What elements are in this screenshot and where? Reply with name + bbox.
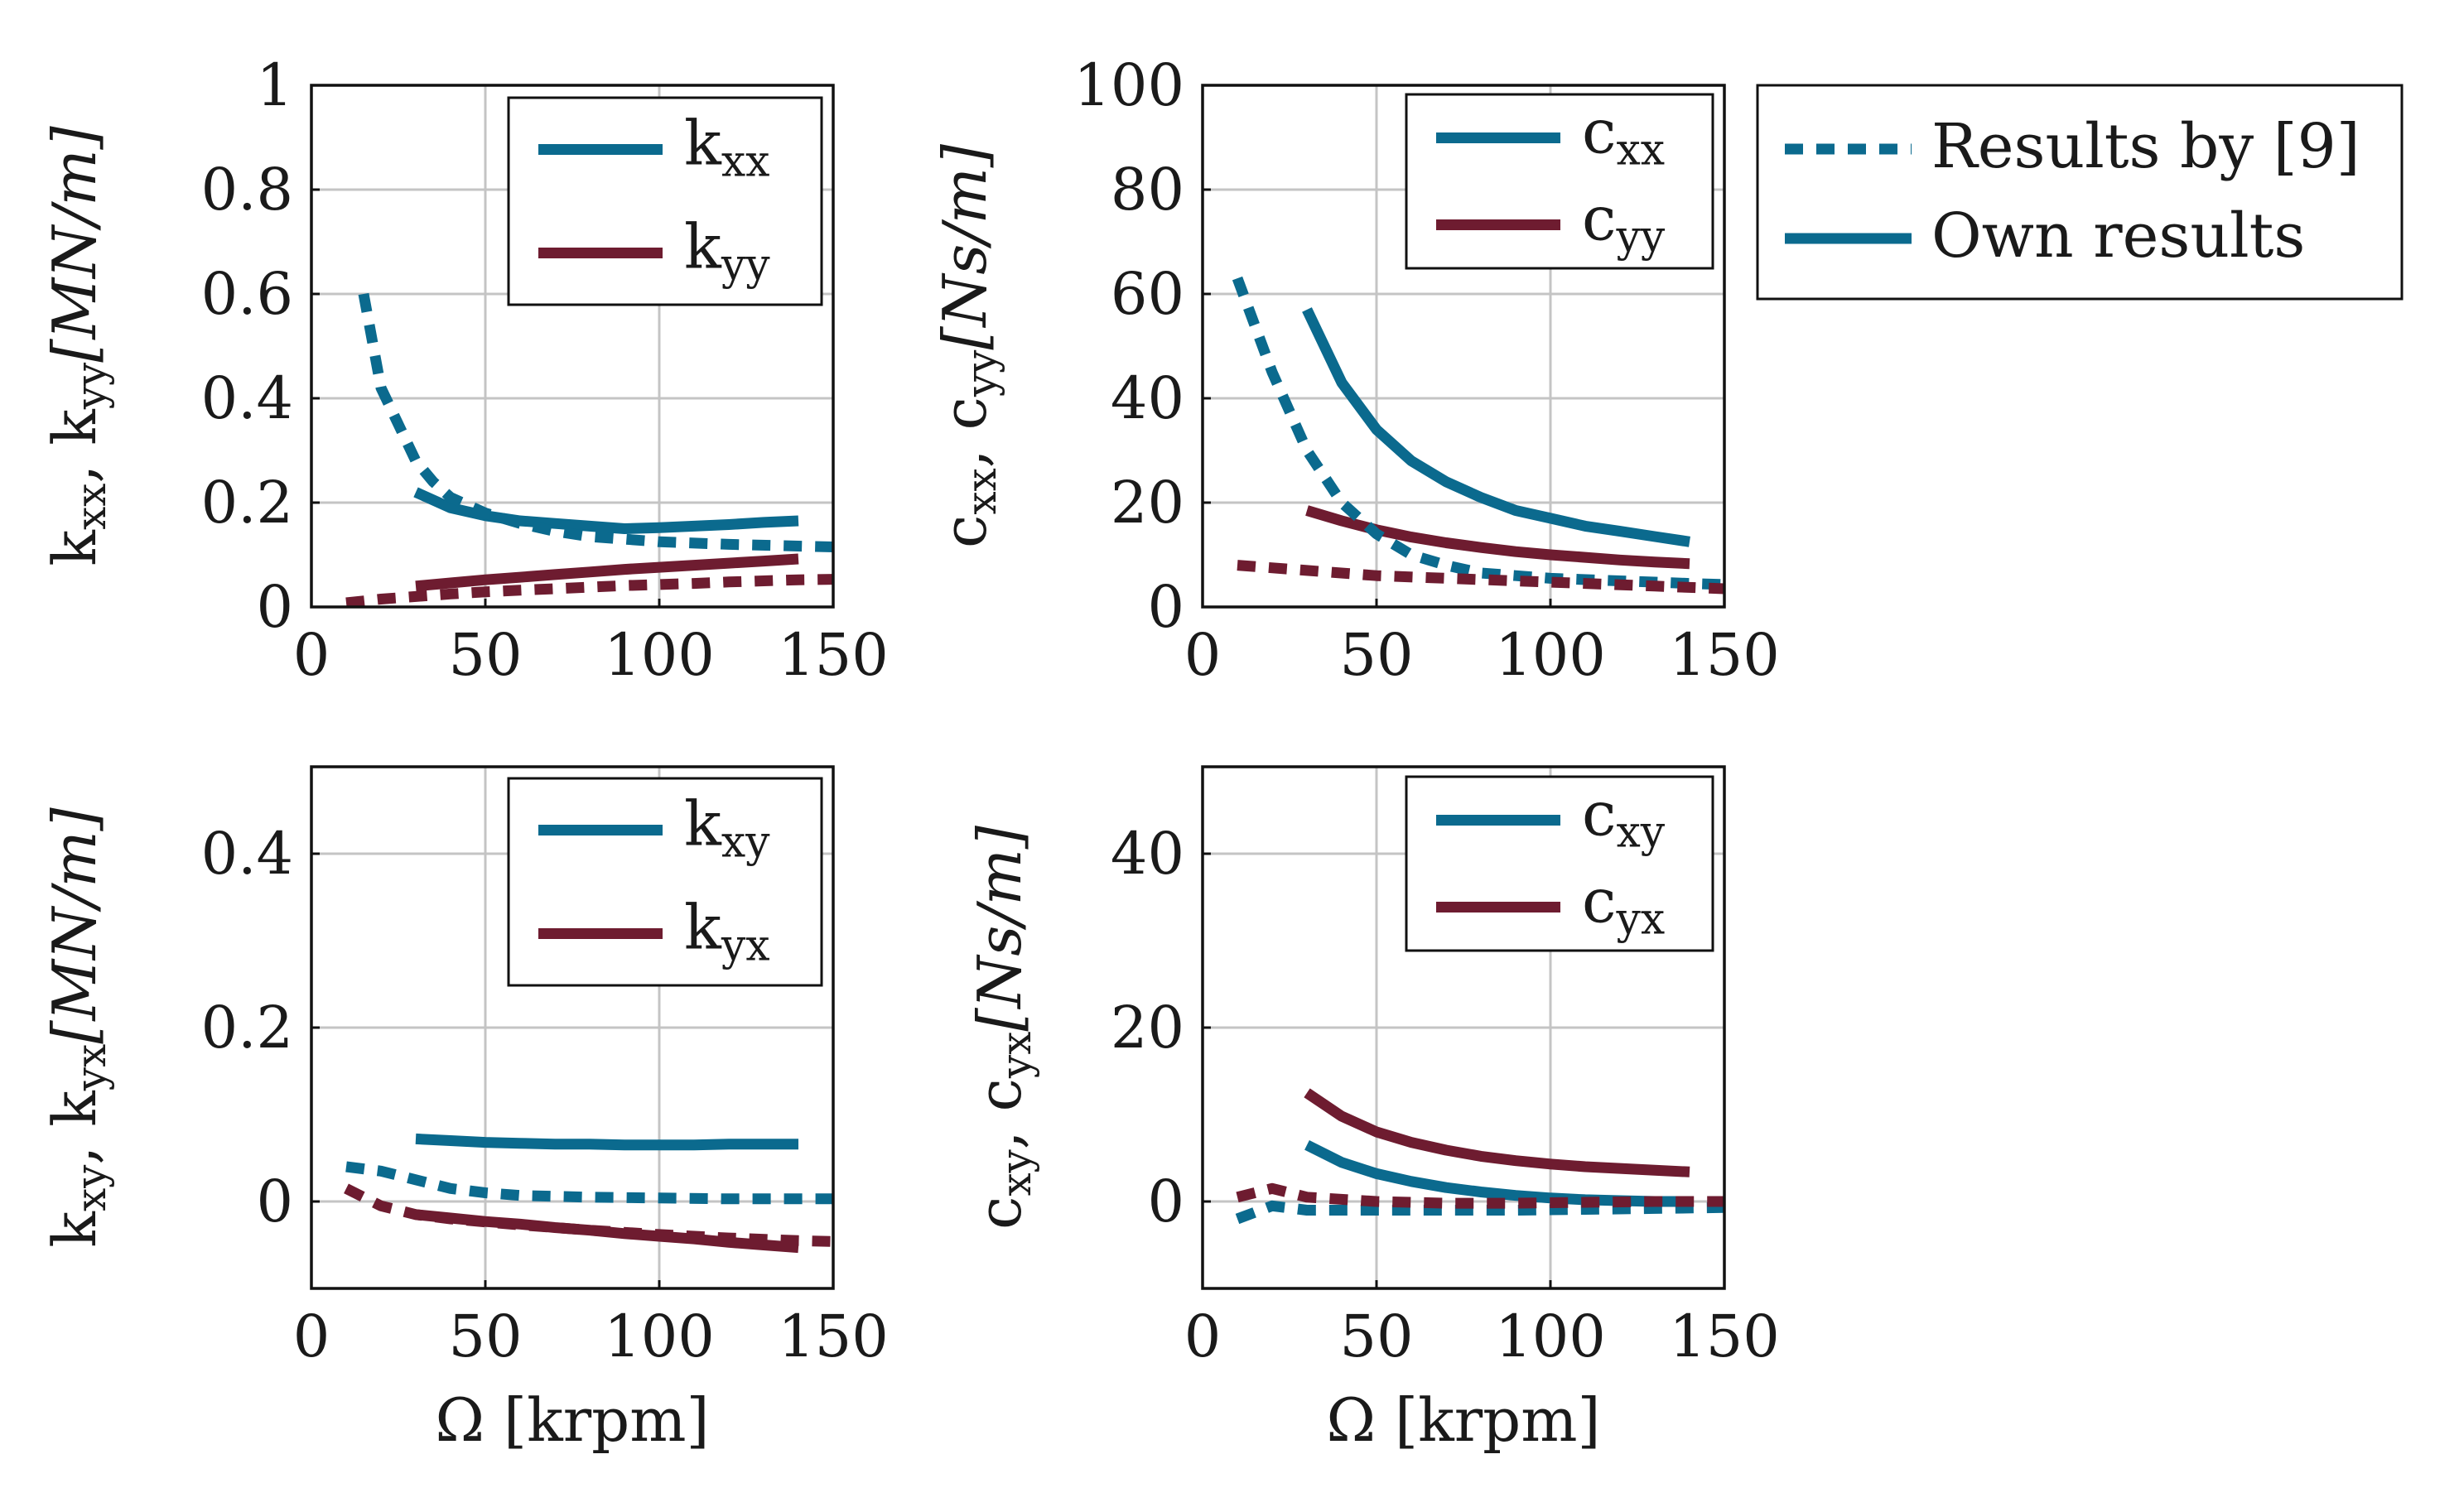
global-legend-box (1756, 84, 2404, 301)
y-tick-label: 20 (1111, 994, 1184, 1062)
legend-label-cyy: cyy (1582, 184, 1666, 262)
series-line-c-xy-results-by-9- (1235, 1200, 1724, 1225)
axes-frame (1201, 84, 1726, 609)
legend-label-kyx: kyx (684, 893, 770, 971)
x-tick-label: 150 (1669, 621, 1780, 689)
panel-legend: kxx kyy (507, 96, 823, 306)
series-group (1235, 1088, 1724, 1225)
x-tick-label: 0 (293, 621, 330, 689)
legend-label-cxy: cxy (1582, 779, 1666, 858)
y-tick-label: 40 (1111, 820, 1184, 888)
panel-legend-box (507, 96, 823, 306)
y-tick-label: 20 (1111, 469, 1184, 537)
series-line-k-yx-results-by-9- (344, 1183, 833, 1247)
y-axis-label: kxx, kyy[MN/m] (40, 125, 115, 566)
y-tick-label: 60 (1111, 260, 1184, 328)
x-tick-label: 100 (1495, 1303, 1606, 1370)
panel-legend: cxy cyx (1405, 775, 1714, 952)
legend-label-results-by-9: Results by [9] (1931, 111, 2360, 182)
x-tick-label: 50 (1339, 621, 1413, 689)
y-tick-label: 80 (1111, 156, 1184, 224)
global-legend: Results by [9] Own results (1756, 84, 2404, 301)
series-line-k-yy-own-results (415, 553, 799, 592)
x-tick-label: 0 (1184, 621, 1222, 689)
y-tick-label: 0.2 (201, 994, 293, 1062)
y-tick-label: 0.2 (201, 469, 293, 537)
series-group (344, 1133, 833, 1254)
y-tick-label: 0 (256, 1168, 293, 1235)
x-axis-label: Ω [krpm] (435, 1385, 709, 1455)
series-group (1232, 276, 1724, 595)
y-axis-label: cxy, cyx[Ns/m] (965, 825, 1040, 1230)
series-line-k-xx-results-by-9- (358, 292, 833, 552)
plot-panels: 0 50 100 150 0 0.2 0.4 0.6 0.8 1 kxx, kyy[MN/m] kxx… (40, 51, 1780, 1455)
y-tick-label: 0.4 (201, 364, 293, 432)
axes-frame (310, 84, 835, 609)
panel-legend-box (1405, 775, 1714, 952)
y-axis-label: cxx, cyy[Ns/m] (930, 143, 1005, 548)
y-axis-label: kxy, kyx[MN/m] (40, 807, 115, 1247)
y-tick-label: 100 (1073, 51, 1184, 119)
x-tick-label: 0 (1184, 1303, 1222, 1370)
series-line-k-xy-results-by-9- (345, 1161, 833, 1205)
legend-label-own-results: Own results (1931, 200, 2305, 272)
x-tick-label: 100 (604, 1303, 715, 1370)
panel-legend-box (507, 777, 823, 987)
x-tick-label: 100 (604, 621, 715, 689)
y-tick-label: 0.6 (201, 260, 293, 328)
panel-legend: cxx cyy (1405, 93, 1714, 270)
panel-legend: kxy kyx (507, 777, 823, 987)
legend-label-kxy: kxy (684, 789, 770, 868)
series-line-k-xy-own-results (415, 1133, 798, 1151)
x-tick-label: 50 (448, 621, 522, 689)
x-tick-label: 150 (778, 621, 889, 689)
x-axis-label: Ω [krpm] (1326, 1385, 1600, 1455)
x-tick-label: 150 (778, 1303, 889, 1370)
legend-label-cyx: cyx (1582, 866, 1665, 945)
x-tick-label: 150 (1669, 1303, 1780, 1370)
legend-label-kxx: kxx (684, 108, 770, 187)
panel-legend-box (1405, 93, 1714, 270)
x-tick-label: 100 (1495, 621, 1606, 689)
panel-cdirect: 0 50 100 150 0 20 40 60 80 100 cxx, cyy[Ns/m] cxx cy… (930, 51, 1780, 689)
x-tick-label: 50 (1339, 1303, 1413, 1370)
x-tick-label: 0 (293, 1303, 330, 1370)
y-tick-label: 0.8 (201, 156, 293, 224)
series-group (345, 292, 833, 607)
panel-kdirect: 0 50 100 150 0 0.2 0.4 0.6 0.8 1 kxx, kyy[MN/m] kxx… (40, 51, 889, 689)
legend-label-kyy: kyy (684, 212, 770, 291)
series-line-c-yx-results-by-9- (1236, 1182, 1724, 1209)
x-tick-label: 50 (448, 1303, 522, 1370)
y-tick-label: 40 (1111, 364, 1184, 432)
series-line-c-xx-own-results (1302, 307, 1690, 547)
legend-label-cxx: cxx (1582, 97, 1665, 176)
y-tick-label: 1 (256, 51, 293, 119)
series-line-c-yx-own-results (1304, 1088, 1690, 1177)
y-tick-label: 0.4 (201, 820, 293, 888)
y-tick-label: 0 (1147, 573, 1184, 641)
y-tick-label: 0 (256, 573, 293, 641)
panel-kcross: 0 50 100 150 0 0.2 0.4 kxy, kyx[MN/m] Ω [krpm] kx… (40, 765, 889, 1455)
y-tick-label: 0 (1147, 1168, 1184, 1235)
